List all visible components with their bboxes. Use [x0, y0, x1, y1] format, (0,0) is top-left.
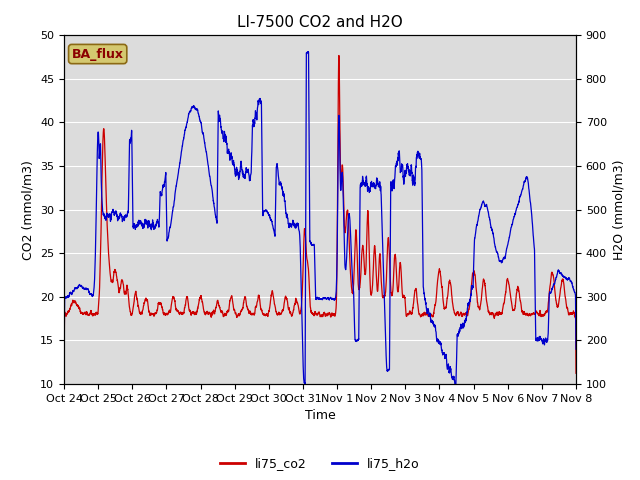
li75_co2 — [557, 288, 564, 293]
li75_h2o — [572, 346, 580, 352]
Y-axis label: H2O (mmol/m3): H2O (mmol/m3) — [612, 159, 625, 260]
li75_co2 — [279, 308, 287, 313]
li75_h2o — [279, 189, 287, 194]
li75_h2o — [432, 329, 440, 335]
li75_h2o — [60, 360, 68, 366]
li75_co2 — [572, 371, 580, 376]
li75_co2 — [432, 297, 440, 302]
li75_h2o — [303, 49, 311, 55]
Text: BA_flux: BA_flux — [72, 48, 124, 60]
li75_co2 — [531, 312, 539, 317]
li75_h2o — [275, 180, 283, 186]
Line: li75_h2o: li75_h2o — [64, 52, 576, 384]
Title: LI-7500 CO2 and H2O: LI-7500 CO2 and H2O — [237, 15, 403, 30]
li75_h2o — [304, 49, 312, 55]
li75_co2 — [335, 53, 343, 59]
X-axis label: Time: Time — [305, 409, 335, 422]
Line: li75_co2: li75_co2 — [64, 56, 576, 384]
li75_h2o — [531, 287, 539, 292]
li75_h2o — [557, 271, 564, 276]
li75_co2 — [60, 381, 68, 387]
li75_co2 — [303, 257, 311, 263]
li75_co2 — [275, 310, 283, 316]
Legend: li75_co2, li75_h2o: li75_co2, li75_h2o — [215, 452, 425, 475]
Y-axis label: CO2 (mmol/m3): CO2 (mmol/m3) — [22, 160, 35, 260]
li75_h2o — [451, 381, 459, 387]
